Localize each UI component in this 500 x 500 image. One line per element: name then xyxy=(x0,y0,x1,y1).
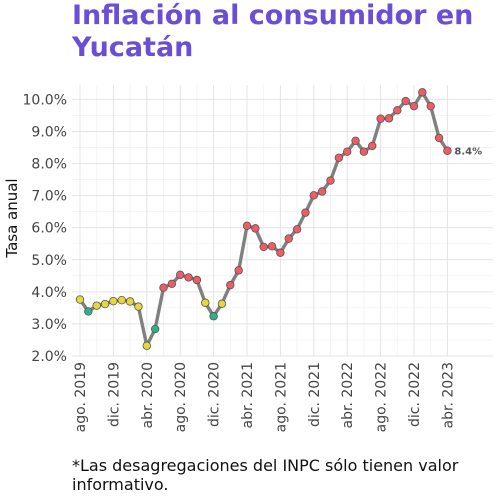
data-point xyxy=(359,147,369,156)
data-point xyxy=(409,101,419,111)
x-tick-label: ago. 2021 xyxy=(273,362,289,432)
data-point xyxy=(117,295,126,305)
data-point xyxy=(393,106,402,115)
data-point xyxy=(251,224,260,233)
data-point xyxy=(426,101,435,111)
data-point xyxy=(217,299,227,308)
y-tick-label: 4.0% xyxy=(31,285,67,301)
y-tick-label: 6.0% xyxy=(31,221,67,237)
y-tick-label: 2.0% xyxy=(31,349,67,365)
data-point xyxy=(267,242,277,251)
x-tick-label: abr. 2022 xyxy=(340,362,356,428)
data-point xyxy=(75,295,85,304)
series-inflation xyxy=(75,88,452,350)
data-point xyxy=(368,141,377,151)
data-point xyxy=(334,153,344,163)
data-point xyxy=(134,302,143,311)
data-point xyxy=(150,324,160,334)
footnote-caption: *Las desagregaciones del INPC sólo tiene… xyxy=(72,456,459,494)
data-point xyxy=(209,312,218,321)
x-tick-label: ago. 2020 xyxy=(173,362,189,432)
y-tick-label: 9.0% xyxy=(31,125,67,141)
data-point xyxy=(125,297,135,306)
data-point xyxy=(192,275,202,285)
y-tick-label: 5.0% xyxy=(31,253,67,269)
data-point xyxy=(167,279,177,289)
data-point xyxy=(443,146,452,155)
x-tick-label: abr. 2020 xyxy=(140,362,156,428)
data-point xyxy=(434,133,444,143)
y-tick-label: 8.0% xyxy=(31,157,67,173)
data-point xyxy=(109,296,118,306)
data-point xyxy=(242,221,252,230)
data-point xyxy=(418,88,427,97)
data-point xyxy=(309,191,318,200)
data-point xyxy=(259,242,268,252)
data-point xyxy=(175,270,185,280)
data-point xyxy=(384,114,394,123)
x-tick-label: abr. 2023 xyxy=(440,362,456,428)
data-point xyxy=(92,301,101,310)
line-chart: 2.0% 3.0% 4.0% 5.0% 6.0% 7.0% 8.0% 9.0% 10.0% ag… xyxy=(3,85,493,432)
data-point xyxy=(284,234,293,243)
x-tick-label: dic. 2020 xyxy=(207,362,223,427)
y-tick-label: 10.0% xyxy=(23,92,67,108)
data-point xyxy=(100,299,110,309)
data-point xyxy=(292,225,302,234)
x-tick-label: dic. 2019 xyxy=(106,362,122,427)
y-tick-label: 3.0% xyxy=(31,317,67,333)
x-tick-label: dic. 2021 xyxy=(307,362,323,427)
data-point xyxy=(326,176,335,185)
x-tick-label: abr. 2021 xyxy=(240,362,256,428)
data-point xyxy=(376,114,385,123)
x-tick-label: ago. 2019 xyxy=(73,362,89,432)
data-point xyxy=(401,96,410,106)
y-axis-ticks: 2.0% 3.0% 4.0% 5.0% 6.0% 7.0% 8.0% 9.0% 10.0% xyxy=(23,92,67,365)
data-point xyxy=(301,208,310,217)
y-tick-label: 7.0% xyxy=(31,189,67,205)
data-point xyxy=(343,147,352,156)
y-axis-label: Tasa anual xyxy=(3,178,21,258)
data-point xyxy=(84,307,93,316)
data-point xyxy=(276,248,285,257)
x-tick-label: dic. 2022 xyxy=(407,362,423,427)
data-point xyxy=(142,341,151,350)
data-point xyxy=(234,266,243,275)
end-value-label: 8.4% xyxy=(454,147,482,158)
x-axis-ticks: ago. 2019 dic. 2019 abr. 2020 ago. 2020 dic.… xyxy=(73,362,456,432)
data-point xyxy=(351,136,360,146)
data-point xyxy=(159,283,168,292)
data-point xyxy=(226,280,235,290)
chart-title: Inflación al consumidor en Yucatán xyxy=(72,0,474,63)
grid-lines xyxy=(72,85,493,357)
data-point xyxy=(184,273,193,282)
data-point xyxy=(201,298,210,307)
x-tick-label: ago. 2022 xyxy=(374,362,390,432)
data-point xyxy=(317,187,327,196)
